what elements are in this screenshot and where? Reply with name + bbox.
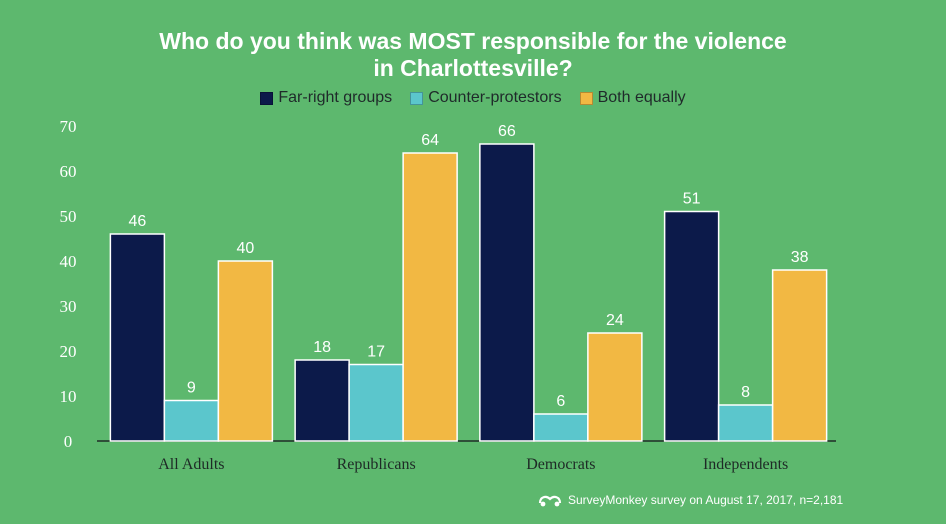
y-tick-label-0: 0: [64, 432, 73, 451]
legend-label-both-equally: Both equally: [597, 89, 686, 106]
x-tick-label-all-adults: All Adults: [158, 456, 224, 473]
data-label-democrats-counter-protestors: 6: [556, 393, 565, 410]
y-tick-label-20: 20: [60, 342, 77, 361]
y-tick-label-10: 10: [60, 387, 77, 406]
bar-independents-counter-protestors: [717, 404, 774, 442]
data-label-democrats-far-right-groups: 66: [498, 123, 516, 140]
legend-label-far-right: Far-right groups: [278, 89, 393, 106]
bar-democrats-counter-protestors: [533, 413, 589, 442]
footer: SurveyMonkey survey on August 17, 2017, …: [538, 492, 843, 508]
x-tick-label-democrats: Democrats: [526, 456, 595, 473]
bar-all-adults-both-equally: [217, 260, 274, 442]
data-label-republicans-counter-protestors: 17: [367, 344, 385, 361]
surveymonkey-logo-icon: [538, 495, 562, 507]
y-tick-label-40: 40: [60, 252, 77, 271]
bar-independents-both-equally: [771, 269, 828, 442]
legend-item-both-equally: Both equally: [579, 89, 686, 107]
legend-swatch-far-right: [260, 91, 274, 105]
x-tick-label-independents: Independents: [703, 456, 788, 473]
data-label-republicans-both-equally: 64: [421, 132, 439, 149]
bar-all-adults-far-right-groups: [109, 233, 166, 442]
data-label-independents-far-right-groups: 51: [683, 191, 701, 208]
legend-swatch-counter-protestors: [410, 91, 424, 105]
bar-democrats-both-equally: [587, 332, 643, 442]
y-tick-label-70: 70: [60, 117, 77, 136]
bar-democrats-far-right-groups: [479, 143, 535, 442]
legend: Far-right groups Counter-protestors Both…: [0, 89, 946, 107]
legend-label-counter-protestors: Counter-protestors: [428, 89, 562, 106]
bar-republicans-counter-protestors: [348, 363, 404, 442]
data-label-all-adults-far-right-groups: 46: [128, 213, 146, 230]
legend-item-far-right: Far-right groups: [260, 89, 392, 107]
chart-title-line-1: Who do you think was MOST responsible fo…: [159, 28, 787, 54]
y-tick-label-60: 60: [60, 162, 77, 181]
data-label-all-adults-counter-protestors: 9: [187, 380, 196, 397]
bar-republicans-both-equally: [402, 152, 458, 442]
bar-all-adults-counter-protestors: [163, 399, 220, 442]
y-tick-label-50: 50: [60, 207, 77, 226]
bar-independents-far-right-groups: [663, 210, 720, 442]
y-tick-label-30: 30: [60, 297, 77, 316]
x-tick-label-republicans: Republicans: [337, 456, 416, 473]
data-label-democrats-both-equally: 24: [606, 312, 624, 329]
data-label-independents-counter-protestors: 8: [741, 384, 750, 401]
legend-item-counter-protestors: Counter-protestors: [410, 89, 562, 107]
bar-republicans-far-right-groups: [294, 359, 350, 442]
footer-text: SurveyMonkey survey on August 17, 2017, …: [568, 493, 844, 507]
data-label-republicans-far-right-groups: 18: [313, 339, 331, 356]
chart-title: Who do you think was MOST responsible fo…: [0, 28, 946, 82]
data-label-all-adults-both-equally: 40: [236, 240, 254, 257]
legend-swatch-both-equally: [579, 91, 593, 105]
data-label-independents-both-equally: 38: [791, 249, 809, 266]
chart-title-line-2: in Charlottesville?: [373, 55, 573, 81]
